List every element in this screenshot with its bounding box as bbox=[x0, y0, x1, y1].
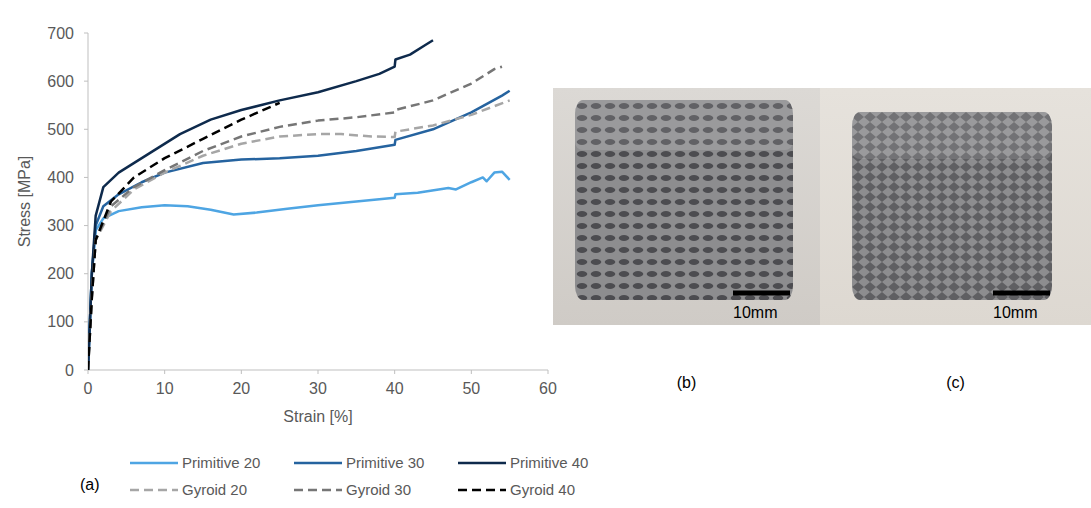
scale-bar-label: 10mm bbox=[733, 304, 777, 321]
plot-lines bbox=[88, 40, 510, 370]
x-tick bbox=[241, 370, 242, 374]
x-axis-title: Strain [%] bbox=[283, 408, 352, 425]
y-tick-label: 300 bbox=[47, 217, 74, 234]
series-line bbox=[88, 40, 433, 370]
panel-label: (b) bbox=[677, 374, 697, 391]
y-tick bbox=[84, 129, 88, 130]
photo-sample bbox=[575, 100, 793, 300]
y-tick-label: 400 bbox=[47, 169, 74, 186]
x-tick-label: 20 bbox=[232, 380, 250, 397]
photo-sample bbox=[852, 112, 1052, 300]
page: {"chart_data": { "type": "line", "label"… bbox=[0, 0, 1091, 508]
y-tick bbox=[84, 33, 88, 34]
legend-swatch bbox=[130, 462, 178, 465]
legend-swatch bbox=[294, 462, 342, 465]
legend-swatch bbox=[458, 489, 506, 492]
x-tick bbox=[471, 370, 472, 374]
legend-label: Gyroid 30 bbox=[346, 481, 411, 498]
photo-background bbox=[553, 88, 820, 325]
legend-label: Primitive 20 bbox=[182, 454, 260, 471]
legend-swatch bbox=[294, 489, 342, 492]
x-tick-label: 60 bbox=[539, 380, 557, 397]
photo-highlight bbox=[852, 112, 1052, 159]
y-tick bbox=[84, 370, 88, 371]
legend-label: Primitive 30 bbox=[346, 454, 424, 471]
x-tick bbox=[318, 370, 319, 374]
y-tick bbox=[84, 225, 88, 226]
legend-label: Primitive 40 bbox=[510, 454, 588, 471]
series-line bbox=[88, 67, 502, 370]
y-tick bbox=[84, 81, 88, 82]
panel-label: (a) bbox=[80, 476, 100, 493]
series-line bbox=[88, 103, 280, 370]
y-tick bbox=[84, 273, 88, 274]
x-tick bbox=[394, 370, 395, 374]
y-tick bbox=[84, 321, 88, 322]
series-line bbox=[88, 100, 510, 370]
legend-label: Gyroid 40 bbox=[510, 481, 575, 498]
figure: 0 100 200 300 400 500 600 700 0 10 20 30 40 50 60 Strai… bbox=[0, 0, 1091, 508]
y-tick-label: 0 bbox=[65, 362, 74, 379]
photo-highlight bbox=[575, 100, 793, 150]
series-line bbox=[88, 172, 510, 370]
x-tick bbox=[548, 370, 549, 374]
y-tick bbox=[84, 177, 88, 178]
photo-background bbox=[820, 88, 1091, 325]
x-tick-label: 30 bbox=[309, 380, 327, 397]
legend-swatch bbox=[458, 462, 506, 465]
legend-swatch bbox=[130, 489, 178, 492]
series-line bbox=[88, 91, 510, 370]
scale-bar-label: 10mm bbox=[993, 304, 1037, 321]
y-tick-label: 700 bbox=[47, 25, 74, 42]
y-axis-title: Stress [MPa] bbox=[16, 156, 33, 248]
scale-bar bbox=[733, 291, 790, 296]
x-tick bbox=[88, 370, 89, 374]
x-tick bbox=[164, 370, 165, 374]
y-tick-label: 500 bbox=[47, 121, 74, 138]
panel-label: (c) bbox=[946, 374, 965, 391]
x-tick-label: 10 bbox=[156, 380, 174, 397]
x-tick-label: 40 bbox=[386, 380, 404, 397]
x-tick-label: 50 bbox=[462, 380, 480, 397]
y-tick-label: 100 bbox=[47, 313, 74, 330]
legend-label: Gyroid 20 bbox=[182, 481, 247, 498]
y-tick-label: 600 bbox=[47, 73, 74, 90]
x-tick-label: 0 bbox=[84, 380, 93, 397]
scale-bar bbox=[993, 291, 1050, 296]
y-axis-line bbox=[88, 33, 89, 370]
y-tick-label: 200 bbox=[47, 265, 74, 282]
